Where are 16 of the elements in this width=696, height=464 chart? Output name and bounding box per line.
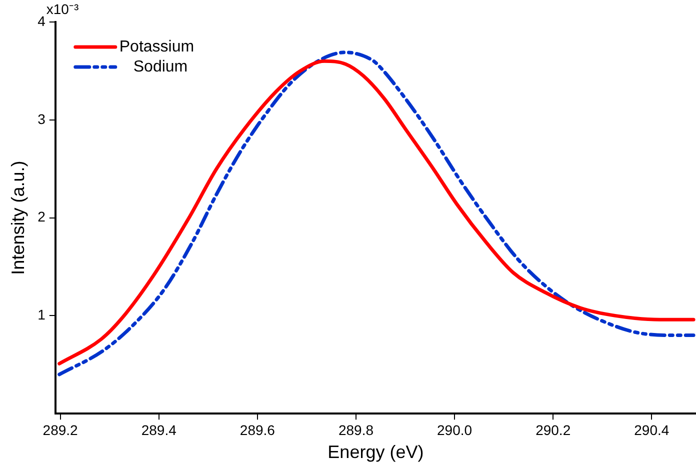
y-tick-label: 3 [38,110,46,127]
y-tick-label: 2 [38,208,46,225]
y-tick-label: 1 [38,306,46,323]
x-tick-label: 289.2 [42,422,78,438]
y-tick-label: 4 [38,12,46,29]
x-tick-label: 289.4 [141,422,177,438]
x-axis-title: Energy (eV) [328,442,424,462]
legend-label: Sodium [133,58,188,76]
y-axis-title: Intensity (a.u.) [8,160,28,275]
x-tick-label: 290.2 [536,422,571,438]
x-tick-label: 290.4 [634,422,670,438]
x-tick-label: 290.0 [437,422,472,438]
x-tick-label: 289.6 [240,422,276,438]
text: x10⁻³ [46,0,79,17]
x-tick-label: 289.8 [338,422,374,438]
legend-label: Potassium [119,38,194,56]
